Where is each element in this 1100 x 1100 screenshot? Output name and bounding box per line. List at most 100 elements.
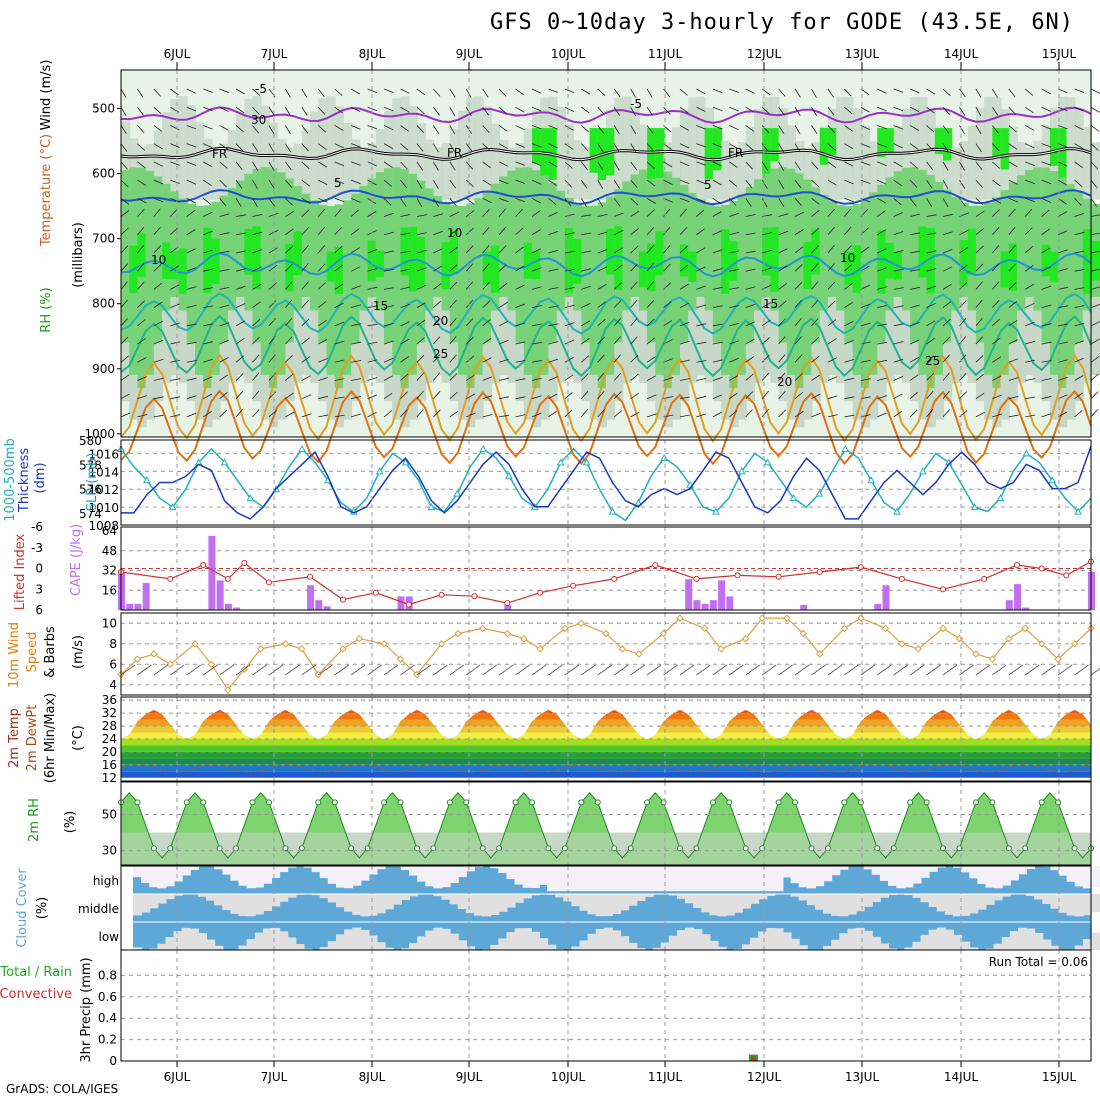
cloud-high-gap [498, 866, 508, 874]
cloud-low-gap [823, 946, 833, 950]
wind-barb [1008, 161, 1018, 168]
wind-barb [203, 211, 213, 217]
rh-gray-low-cell [860, 388, 871, 428]
wind-barb [1090, 106, 1100, 113]
rh-gray-cell [523, 128, 534, 200]
wind-speed-marker [150, 650, 158, 658]
wind-barb [844, 88, 852, 97]
cloud-mid-gap [482, 894, 492, 917]
rh-gray-low-cell [1041, 342, 1051, 402]
wind-barb [137, 125, 145, 134]
surface-wind-barb [926, 664, 941, 676]
wind-barb [433, 213, 444, 217]
wind-barb [794, 125, 801, 135]
wind-barb [351, 360, 362, 363]
wind-barb [515, 414, 526, 418]
wind-barb [498, 197, 509, 203]
rh-mid-cell [351, 193, 361, 343]
wind-barb [170, 378, 181, 381]
cloud-mid-gap [555, 894, 565, 898]
rh-mid-cell [663, 171, 673, 389]
wind-barb [466, 412, 476, 418]
rh-gray-low-cell [770, 310, 780, 383]
wind-barb [235, 161, 243, 170]
wind-barb [992, 197, 1002, 204]
li-marker [471, 593, 478, 600]
cloud-high-gap [912, 866, 922, 884]
rh-gray-low-cell [819, 310, 829, 383]
wind-barb [1057, 179, 1067, 186]
cape-axis-label: CAPE (J/kg) [69, 524, 84, 596]
temp-band [121, 758, 1091, 765]
rh-gray-low-cell [556, 310, 566, 383]
rh2m-marker [940, 845, 947, 852]
wind-barb [235, 179, 243, 189]
rh-gray-low-cell [992, 388, 1002, 428]
rh-gray-cell [564, 124, 575, 200]
rh-gray-low-cell [449, 342, 460, 402]
wind-barb [893, 268, 904, 272]
rh-gray-low-cell [852, 374, 862, 420]
wind-barb [367, 323, 378, 327]
cloud-mid-gap [839, 894, 849, 917]
cloud-high-gap [335, 866, 346, 888]
wind-barb [844, 125, 853, 132]
wind-barb [268, 282, 277, 290]
wind-barb [219, 198, 227, 207]
cloud-mid-gap [741, 894, 752, 909]
slp-marker [712, 507, 720, 515]
wind-barb [1008, 88, 1016, 98]
wind-barb [729, 212, 739, 217]
wind-barb [679, 302, 690, 308]
wind-barb [581, 106, 590, 114]
wind-barb [613, 300, 622, 308]
wind-barb [975, 88, 982, 98]
wind-barb [663, 301, 672, 308]
wind-barb [712, 211, 722, 217]
rh-gray-cell [811, 141, 821, 200]
wind-barb [1074, 125, 1084, 131]
rh-gray-low-cell [540, 374, 550, 420]
wind-barb [202, 179, 212, 186]
wind-barb [482, 88, 489, 98]
wind-barb [252, 266, 262, 272]
wind-barb [137, 179, 147, 186]
wind-barb [235, 198, 242, 208]
cloud-high-gap [1058, 866, 1068, 876]
wind-barb [959, 179, 966, 189]
wind-barb [893, 358, 904, 363]
wind-barb [909, 198, 917, 207]
wind-barb [433, 143, 439, 153]
cloud-mid-gap [498, 894, 508, 912]
wind-barb [252, 301, 261, 308]
wind-barb [564, 339, 575, 345]
wind-barb [1058, 359, 1068, 363]
wind-barb [449, 198, 457, 207]
cloud-low-gap [465, 946, 475, 950]
wind-barb [1090, 179, 1098, 189]
cape-bar [142, 582, 150, 610]
wind-barb [1090, 303, 1100, 308]
thickness-layer-label: 1000-500mb [3, 438, 18, 522]
wind-barb [416, 319, 426, 327]
wind-barb [926, 232, 937, 236]
wind-barb [942, 125, 950, 134]
wind-barb [696, 179, 706, 185]
wind-barb [827, 88, 834, 98]
rh-gray-cell [1041, 125, 1051, 200]
wind-barb [1058, 286, 1068, 290]
wind-barb [745, 161, 753, 170]
cloud-high-gap [473, 866, 484, 868]
wind-barb [712, 161, 723, 167]
wind-barb [482, 281, 490, 290]
wind-barb [449, 391, 458, 399]
wind-barb [498, 301, 508, 308]
cape-bar [208, 535, 216, 610]
wind-barb [564, 213, 575, 217]
li-marker [200, 562, 207, 569]
wind-barb [844, 340, 854, 345]
wind-barb [959, 247, 969, 254]
wind-barb [416, 232, 427, 236]
wind-barb [975, 392, 985, 400]
wind-barb [531, 197, 541, 204]
